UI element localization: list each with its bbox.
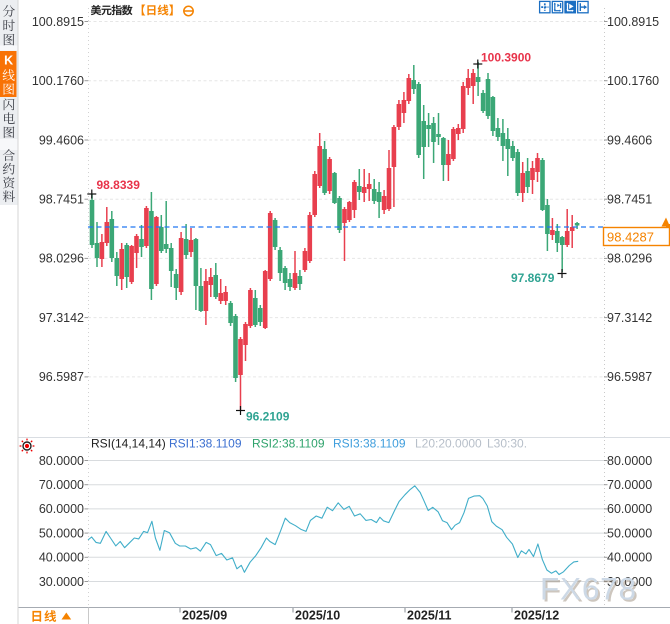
svg-text:40.0000: 40.0000 (39, 551, 84, 565)
svg-text:96.5987: 96.5987 (607, 370, 652, 384)
svg-text:98.0296: 98.0296 (39, 252, 84, 266)
svg-text:100.3900: 100.3900 (481, 51, 531, 65)
svg-text:FX678: FX678 (540, 570, 637, 606)
svg-text:97.3142: 97.3142 (607, 311, 652, 325)
svg-text:96.2109: 96.2109 (246, 410, 290, 424)
svg-text:30.0000: 30.0000 (39, 575, 84, 589)
svg-text:2025/10: 2025/10 (295, 609, 340, 623)
svg-text:100.1760: 100.1760 (32, 74, 84, 88)
svg-text:RSI1:38.1109: RSI1:38.1109 (169, 436, 242, 450)
svg-text:70.0000: 70.0000 (39, 478, 84, 492)
svg-text:L30:30.: L30:30. (487, 436, 527, 450)
svg-text:99.4606: 99.4606 (39, 133, 84, 147)
svg-text:98.7451: 98.7451 (607, 193, 652, 207)
svg-text:98.4287: 98.4287 (607, 230, 654, 245)
svg-text:97.3142: 97.3142 (39, 311, 84, 325)
svg-text:K: K (4, 53, 13, 67)
svg-text:2025/11: 2025/11 (407, 609, 452, 623)
svg-text:RSI2:38.1109: RSI2:38.1109 (252, 436, 325, 450)
svg-text:98.8339: 98.8339 (97, 178, 141, 192)
svg-text:50.0000: 50.0000 (607, 526, 652, 540)
svg-text:RSI(14,14,14): RSI(14,14,14) (91, 436, 166, 450)
svg-text:2025/09: 2025/09 (182, 609, 227, 623)
svg-text:100.8915: 100.8915 (607, 15, 659, 29)
svg-text:30.0000: 30.0000 (607, 575, 652, 589)
svg-text:2025/12: 2025/12 (514, 609, 559, 623)
svg-text:L20:20.0000: L20:20.0000 (415, 436, 482, 450)
svg-text:70.0000: 70.0000 (607, 478, 652, 492)
svg-text:80.0000: 80.0000 (39, 454, 84, 468)
svg-text:60.0000: 60.0000 (39, 502, 84, 516)
svg-text:40.0000: 40.0000 (607, 551, 652, 565)
svg-text:96.5987: 96.5987 (39, 370, 84, 384)
svg-text:98.0296: 98.0296 (607, 252, 652, 266)
svg-text:98.7451: 98.7451 (39, 193, 84, 207)
svg-text:60.0000: 60.0000 (607, 502, 652, 516)
svg-text:RSI3:38.1109: RSI3:38.1109 (333, 436, 406, 450)
svg-text:99.4606: 99.4606 (607, 133, 652, 147)
svg-text:97.8679: 97.8679 (511, 271, 555, 285)
svg-text:50.0000: 50.0000 (39, 526, 84, 540)
svg-text:100.1760: 100.1760 (607, 74, 659, 88)
svg-text:FX678: FX678 (542, 572, 639, 608)
svg-text:80.0000: 80.0000 (607, 454, 652, 468)
svg-text:100.8915: 100.8915 (32, 15, 84, 29)
